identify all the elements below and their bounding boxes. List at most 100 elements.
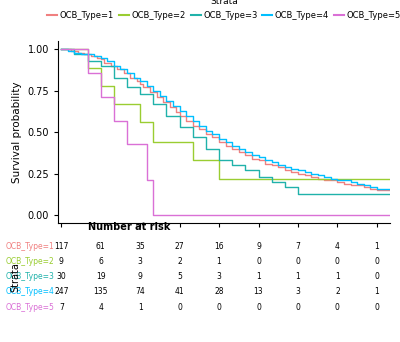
OCB_Type=3	[243, 168, 248, 172]
OCB_Type=4	[125, 70, 130, 75]
OCB_Type=5	[112, 119, 116, 123]
OCB_Type=2	[204, 158, 208, 162]
Text: 9: 9	[256, 242, 261, 251]
OCB_Type=4	[355, 182, 360, 186]
Text: 30: 30	[56, 272, 66, 281]
OCB_Type=4	[217, 137, 222, 141]
Text: 0: 0	[296, 257, 300, 266]
Text: 2: 2	[177, 257, 182, 266]
OCB_Type=1	[59, 47, 64, 51]
OCB_Type=4	[276, 163, 281, 168]
OCB_Type=5	[144, 178, 149, 182]
OCB_Type=4	[368, 185, 373, 189]
OCB_Type=2	[125, 102, 130, 106]
OCB_Type=4	[112, 64, 116, 68]
OCB_Type=4	[250, 154, 254, 158]
Text: 9: 9	[59, 257, 64, 266]
Text: 13: 13	[254, 287, 263, 296]
OCB_Type=4	[197, 123, 202, 128]
Text: 7: 7	[59, 303, 64, 312]
Text: 0: 0	[256, 303, 261, 312]
OCB_Type=4	[177, 109, 182, 113]
OCB_Type=1	[204, 132, 208, 136]
OCB_Type=3	[138, 92, 142, 96]
OCB_Type=4	[144, 84, 149, 88]
OCB_Type=3	[190, 135, 195, 139]
OCB_Type=3	[72, 52, 77, 56]
Text: 19: 19	[96, 272, 106, 281]
OCB_Type=5	[388, 213, 392, 217]
OCB_Type=3	[85, 59, 90, 63]
Text: 0: 0	[335, 257, 340, 266]
OCB_Type=4	[282, 165, 287, 169]
OCB_Type=4	[269, 160, 274, 164]
Text: OCB_Type=5: OCB_Type=5	[6, 303, 55, 312]
OCB_Type=3	[230, 163, 235, 168]
OCB_Type=4	[66, 49, 70, 53]
OCB_Type=3	[164, 114, 169, 118]
OCB_Type=4	[204, 129, 208, 133]
Text: OCB_Type=4: OCB_Type=4	[6, 287, 55, 296]
OCB_Type=2	[388, 176, 392, 181]
OCB_Type=4	[85, 52, 90, 56]
OCB_Type=3	[112, 76, 116, 80]
OCB_Type=5	[59, 47, 64, 51]
Line: OCB_Type=1: OCB_Type=1	[61, 49, 390, 190]
Text: 7: 7	[296, 242, 300, 251]
Text: 35: 35	[135, 242, 145, 251]
OCB_Type=4	[256, 155, 261, 159]
OCB_Type=1	[263, 162, 268, 166]
Text: 4: 4	[335, 242, 340, 251]
OCB_Type=1	[167, 105, 172, 109]
Text: OCB_Type=2: OCB_Type=2	[6, 257, 55, 266]
Text: 0: 0	[217, 303, 222, 312]
OCB_Type=4	[190, 119, 195, 123]
OCB_Type=2	[138, 120, 142, 124]
Text: 2: 2	[335, 287, 340, 296]
Text: OCB_Type=3: OCB_Type=3	[6, 272, 55, 281]
Text: 1: 1	[374, 287, 379, 296]
Text: 0: 0	[335, 303, 340, 312]
OCB_Type=1	[374, 188, 379, 192]
OCB_Type=1	[250, 157, 254, 161]
OCB_Type=2	[85, 66, 90, 70]
OCB_Type=3	[125, 86, 130, 90]
OCB_Type=4	[98, 55, 103, 60]
Text: 0: 0	[374, 272, 379, 281]
Text: 74: 74	[135, 287, 145, 296]
OCB_Type=3	[177, 125, 182, 129]
OCB_Type=2	[217, 176, 222, 181]
Y-axis label: Survival probability: Survival probability	[12, 81, 22, 183]
OCB_Type=4	[289, 167, 294, 171]
OCB_Type=4	[322, 175, 327, 179]
Text: 3: 3	[138, 257, 143, 266]
OCB_Type=2	[59, 47, 64, 51]
OCB_Type=4	[243, 150, 248, 154]
Text: 16: 16	[214, 242, 224, 251]
Text: 6: 6	[98, 257, 103, 266]
OCB_Type=3	[309, 192, 314, 196]
OCB_Type=3	[256, 175, 261, 179]
Text: 1: 1	[374, 242, 379, 251]
Text: 27: 27	[175, 242, 184, 251]
OCB_Type=1	[388, 188, 392, 192]
Text: 0: 0	[374, 257, 379, 266]
OCB_Type=3	[282, 185, 287, 189]
OCB_Type=3	[98, 64, 103, 68]
OCB_Type=4	[92, 54, 96, 58]
OCB_Type=4	[158, 94, 162, 98]
OCB_Type=1	[88, 54, 93, 58]
OCB_Type=4	[118, 67, 123, 71]
OCB_Type=4	[374, 187, 379, 191]
OCB_Type=4	[223, 140, 228, 144]
OCB_Type=4	[328, 176, 333, 181]
OCB_Type=4	[348, 180, 353, 184]
Text: 1: 1	[335, 272, 340, 281]
Text: 61: 61	[96, 242, 106, 251]
OCB_Type=4	[342, 178, 346, 182]
Text: 9: 9	[138, 272, 143, 281]
Text: 247: 247	[54, 287, 68, 296]
OCB_Type=4	[361, 183, 366, 187]
OCB_Type=2	[190, 158, 195, 162]
OCB_Type=5	[151, 213, 156, 217]
